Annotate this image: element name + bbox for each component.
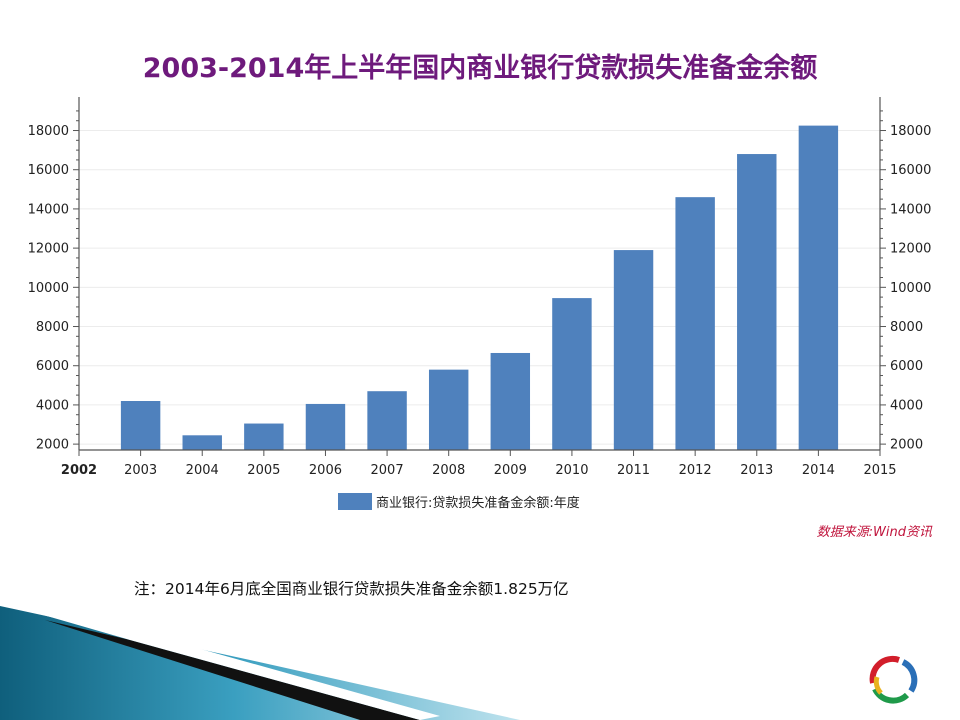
y-tick-label-right: 10000 xyxy=(890,281,931,296)
y-tick-label-right: 14000 xyxy=(890,202,931,217)
y-tick-label-right: 2000 xyxy=(890,438,923,453)
y-tick-label-left: 2000 xyxy=(36,438,69,453)
x-tick-label-2005: 2005 xyxy=(247,463,280,478)
x-tick-label-2002: 2002 xyxy=(61,463,97,478)
x-tick-label-2006: 2006 xyxy=(309,463,342,478)
y-tick-label-right: 6000 xyxy=(890,359,923,374)
x-tick-label-2003: 2003 xyxy=(124,463,157,478)
bar-2004 xyxy=(182,435,222,450)
x-tick-label-2013: 2013 xyxy=(740,463,773,478)
y-tick-label-right: 12000 xyxy=(890,242,931,257)
footnote: 注：2014年6月底全国商业银行贷款损失准备金余额1.825万亿 xyxy=(134,580,569,598)
y-tick-label-right: 18000 xyxy=(890,124,931,139)
y-tick-label-right: 4000 xyxy=(890,398,923,413)
y-tick-label-right: 16000 xyxy=(890,163,931,178)
x-tick-label-2011: 2011 xyxy=(617,463,650,478)
chart-title: 2003-2014年上半年国内商业银行贷款损失准备金余额 xyxy=(142,53,818,84)
y-tick-label-left: 6000 xyxy=(36,359,69,374)
bars xyxy=(120,125,839,450)
x-tick-label-2008: 2008 xyxy=(432,463,465,478)
y-tick-label-left: 16000 xyxy=(28,163,69,178)
bar-2007 xyxy=(367,391,407,450)
legend-swatch xyxy=(338,492,372,510)
x-tick-label-2010: 2010 xyxy=(555,463,588,478)
y-tick-label-right: 8000 xyxy=(890,320,923,335)
bar-2012 xyxy=(675,197,715,450)
logo-icon xyxy=(869,655,918,704)
bar-2008 xyxy=(428,369,469,450)
white-swoosh-gap xyxy=(40,614,440,720)
bar-2009 xyxy=(490,352,531,450)
bar-2003 xyxy=(120,401,161,450)
legend: 商业银行:贷款损失准备金余额:年度 xyxy=(338,491,580,511)
x-tick-label-2009: 2009 xyxy=(494,463,527,478)
y-tick-label-left: 18000 xyxy=(28,124,69,139)
bar-2011 xyxy=(613,250,654,450)
legend-label: 商业银行:贷款损失准备金余额:年度 xyxy=(376,495,580,511)
bar-chart: 2000 2000 4000 4000 6000 6000 8000 8000 10000 100… xyxy=(28,97,932,478)
bar-2005 xyxy=(244,423,284,450)
black-swoosh xyxy=(45,620,420,720)
y-tick-label-left: 10000 xyxy=(28,281,69,296)
x-tick-label-2007: 2007 xyxy=(371,463,404,478)
bar-2006 xyxy=(305,403,346,450)
y-tick-label-left: 8000 xyxy=(36,320,69,335)
x-tick-label-2012: 2012 xyxy=(679,463,712,478)
bar-2014 xyxy=(798,125,839,450)
y-tick-label-left: 12000 xyxy=(28,242,69,257)
data-source: 数据来源:Wind资讯 xyxy=(816,525,932,540)
bar-2013 xyxy=(737,154,777,450)
axes xyxy=(73,97,886,456)
y-tick-label-left: 4000 xyxy=(36,398,69,413)
bar-2010 xyxy=(552,298,592,450)
y-tick-label-left: 14000 xyxy=(28,202,69,217)
tick-labels: 2000 2000 4000 4000 6000 6000 8000 8000 10000 100… xyxy=(28,124,932,478)
x-tick-label-2015: 2015 xyxy=(863,463,896,478)
x-tick-label-2004: 2004 xyxy=(186,463,219,478)
x-tick-label-2014: 2014 xyxy=(802,463,835,478)
